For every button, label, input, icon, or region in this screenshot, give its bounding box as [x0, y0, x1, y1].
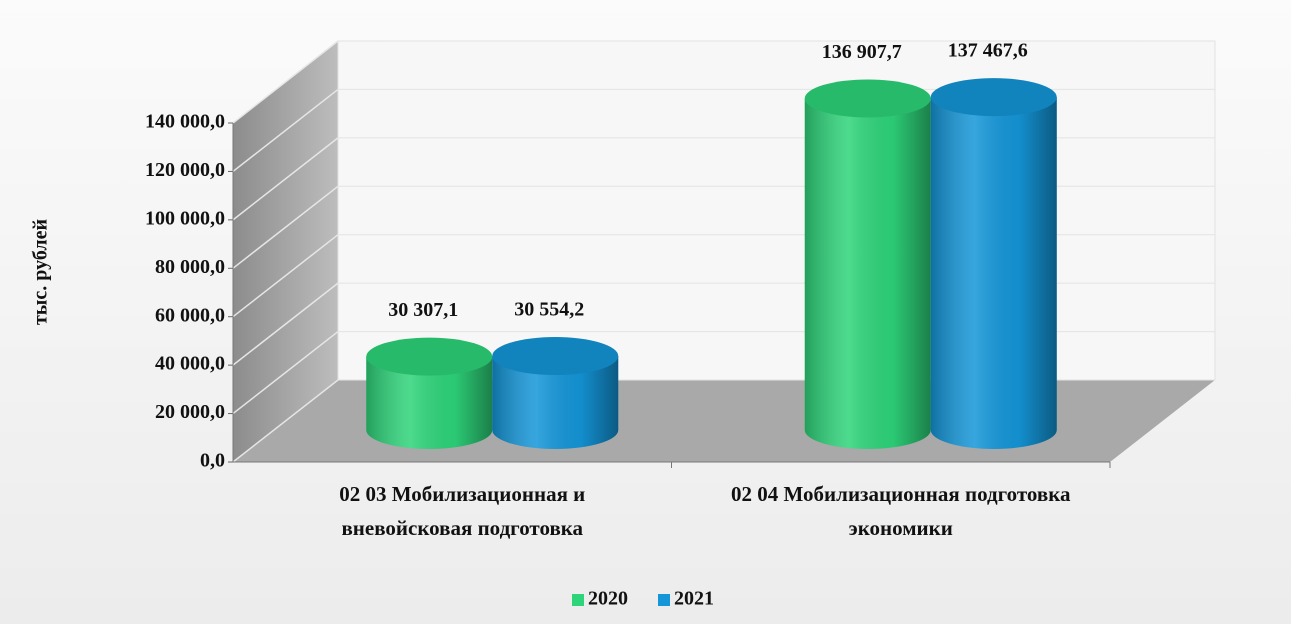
grid-line: [232, 137, 339, 221]
bar-top: [492, 337, 619, 376]
y-tick-label: 80 000,0: [155, 256, 225, 278]
x-tick-label: 02 04 Мобилизационная подготовка экономи…: [731, 482, 1071, 540]
legend-label: 2021: [674, 588, 714, 610]
bar-shade: [804, 98, 931, 449]
y-tick-label: 140 000,0: [145, 111, 225, 133]
data-label: 137 467,6: [948, 40, 1028, 62]
bar-shade: [492, 356, 619, 449]
bar-top: [366, 337, 493, 376]
grid-line: [232, 234, 339, 318]
data-label: 30 307,1: [388, 299, 458, 321]
grid-line: [232, 185, 339, 269]
x-tick-label-box: 02 04 Мобилизационная подготовка экономи…: [731, 482, 1071, 540]
data-label: 30 554,2: [514, 299, 584, 321]
bar-top: [930, 78, 1057, 117]
bar-shade: [366, 356, 493, 449]
legend-label: 2020: [588, 588, 628, 610]
y-tick-label: 100 000,0: [145, 207, 225, 229]
bar-shade: [930, 97, 1057, 450]
side-wall: [233, 41, 338, 462]
bar-top-shade: [366, 337, 493, 376]
bar-top-shade: [804, 79, 931, 118]
bar-top-shade: [930, 78, 1057, 117]
grid-line: [232, 379, 339, 463]
y-tick-label: 40 000,0: [155, 353, 225, 375]
grid-line: [232, 40, 339, 124]
data-label: 136 907,7: [822, 41, 902, 63]
grid-line: [232, 88, 339, 173]
x-tick-label: 02 03 Мобилизационная и вневойсковая под…: [339, 482, 586, 540]
x-tick-label-box: 02 03 Мобилизационная и вневойсковая под…: [339, 482, 586, 540]
legend-swatch: [572, 594, 584, 606]
grid-line: [232, 330, 339, 415]
y-tick-label: 60 000,0: [155, 304, 225, 326]
bar-top-shade: [492, 337, 619, 376]
y-tick-label: 20 000,0: [155, 401, 225, 423]
y-axis-label: тыс. рублей: [30, 219, 52, 325]
y-tick-label: 0,0: [200, 450, 225, 472]
legend-swatch: [658, 594, 670, 606]
y-tick-label: 120 000,0: [145, 159, 225, 181]
bar-top: [804, 79, 931, 118]
grid-line: [232, 282, 339, 366]
back-wall: [337, 40, 1216, 381]
